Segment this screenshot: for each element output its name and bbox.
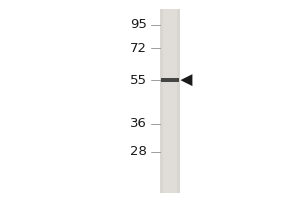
- Polygon shape: [181, 74, 192, 86]
- Bar: [161, 78, 179, 82]
- Bar: [160, 9, 180, 193]
- Bar: [160, 9, 164, 193]
- Text: 36: 36: [130, 117, 147, 130]
- Text: 28: 28: [130, 145, 147, 158]
- Text: 95: 95: [130, 18, 147, 31]
- Bar: [177, 9, 180, 193]
- Text: 55: 55: [130, 74, 147, 87]
- Text: 72: 72: [130, 42, 147, 55]
